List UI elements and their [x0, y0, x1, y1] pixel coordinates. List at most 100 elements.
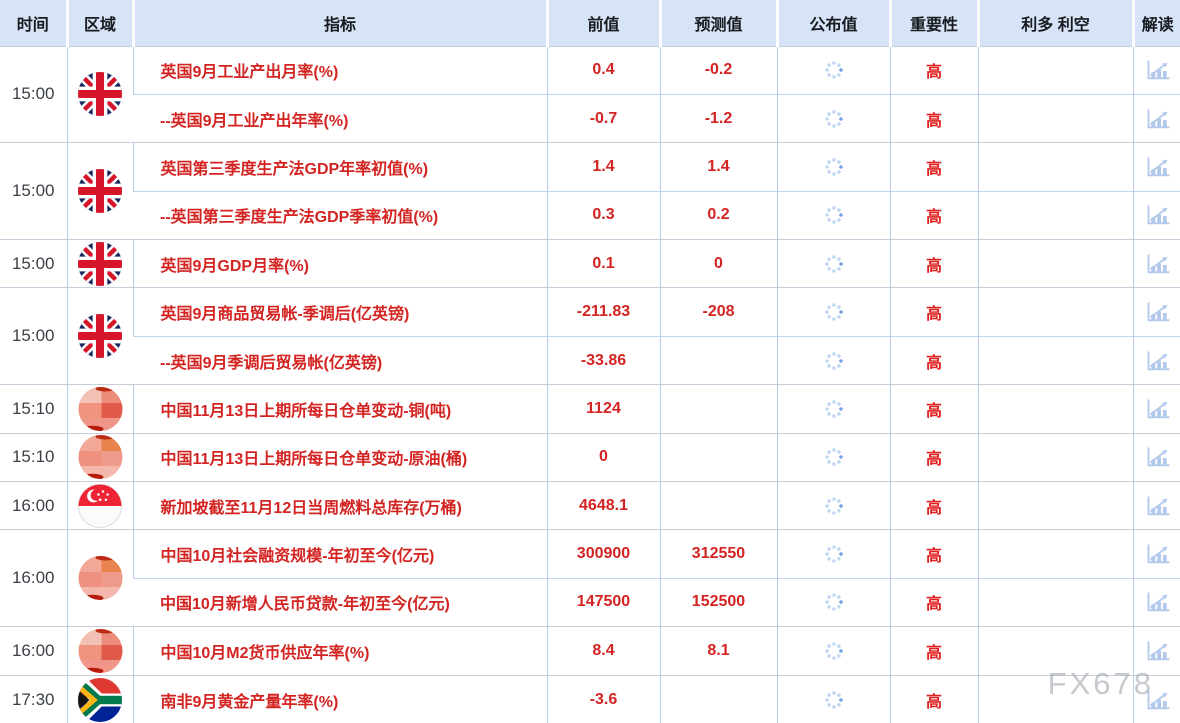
calendar-row: --英国9月工业产出年率(%) -0.7 -1.2 高 — [0, 93, 1180, 143]
importance-badge: 高 — [889, 481, 978, 530]
explain-chart-button[interactable] — [1132, 529, 1180, 579]
time-cell: 15:10 — [0, 432, 67, 482]
published-value-pending — [776, 529, 890, 579]
calendar-row: 15:10 中国11月13日上期所每日仓单变动-铜(吨) 1124 高 — [0, 384, 1180, 434]
explain-chart-button[interactable] — [1132, 384, 1180, 434]
indicator-name: 中国10月新增人民币贷款-年初至今(亿元) — [133, 577, 547, 627]
region-flag-cell — [66, 432, 133, 482]
forecast-value: 1.4 — [659, 142, 777, 192]
previous-value: -211.83 — [546, 287, 660, 337]
column-header-published: 公布值 — [775, 0, 890, 46]
bar-chart-icon — [1147, 496, 1170, 515]
loading-spinner-icon — [824, 109, 843, 128]
bar-chart-icon — [1147, 399, 1170, 419]
bar-chart-icon — [1147, 157, 1170, 177]
indicator-name: 英国9月工业产出月率(%) — [132, 45, 547, 95]
published-value-pending — [776, 481, 890, 530]
previous-value: -3.6 — [546, 674, 660, 723]
table-header: 时间 区域 指标 前值 预测值 公布值 重要性 利多 利空 解读 — [0, 0, 1180, 46]
region-flag-cell — [66, 142, 133, 240]
explain-chart-button[interactable] — [1132, 45, 1180, 95]
time-cell: 15:00 — [0, 45, 67, 143]
explain-chart-button[interactable] — [1132, 577, 1180, 627]
region-flag-cell — [66, 626, 133, 676]
explain-chart-button[interactable] — [1132, 626, 1180, 676]
loading-spinner-icon — [824, 254, 843, 273]
explain-chart-button[interactable] — [1132, 481, 1180, 530]
explain-chart-button[interactable] — [1132, 142, 1180, 192]
importance-badge: 高 — [889, 577, 978, 627]
explain-chart-button[interactable] — [1132, 432, 1180, 482]
bull-bear-cell — [977, 674, 1133, 723]
column-header-importance: 重要性 — [888, 0, 978, 46]
bar-chart-icon — [1147, 302, 1170, 322]
published-value-pending — [776, 142, 890, 192]
flag-uk-icon — [78, 169, 122, 214]
importance-badge: 高 — [889, 626, 978, 676]
previous-value: 0.4 — [546, 45, 660, 95]
published-value-pending — [776, 626, 890, 676]
previous-value: 0.1 — [546, 239, 660, 288]
forecast-value — [659, 432, 777, 482]
calendar-row: --英国第三季度生产法GDP季率初值(%) 0.3 0.2 高 — [0, 190, 1180, 240]
forecast-value — [659, 335, 777, 385]
flag-china-censored-icon — [78, 435, 122, 480]
calendar-row: --英国9月季调后贸易帐(亿英镑) -33.86 高 — [0, 335, 1180, 385]
bull-bear-cell — [977, 577, 1133, 627]
column-header-previous: 前值 — [545, 0, 660, 46]
calendar-row: 15:10 中国11月13日上期所每日仓单变动-原油(桶) 0 高 — [0, 432, 1180, 482]
indicator-name: 中国10月M2货币供应年率(%) — [132, 626, 547, 676]
explain-chart-button[interactable] — [1132, 93, 1180, 143]
time-cell: 15:10 — [0, 384, 67, 434]
column-header-region: 区域 — [65, 0, 133, 46]
time-cell: 16:00 — [0, 529, 67, 627]
region-flag-cell — [66, 287, 133, 385]
flag-south-africa-icon — [78, 677, 122, 722]
indicator-name: --英国第三季度生产法GDP季率初值(%) — [133, 190, 547, 240]
explain-chart-button[interactable] — [1132, 239, 1180, 288]
explain-chart-button[interactable] — [1132, 287, 1180, 337]
loading-spinner-icon — [824, 158, 843, 176]
flag-uk-icon — [78, 241, 122, 286]
published-value-pending — [776, 674, 890, 723]
bar-chart-icon — [1147, 447, 1170, 467]
indicator-name: 中国11月13日上期所每日仓单变动-原油(桶) — [132, 432, 547, 482]
explain-chart-button[interactable] — [1132, 674, 1180, 723]
bull-bear-cell — [977, 239, 1133, 288]
indicator-name: 英国9月GDP月率(%) — [132, 239, 547, 288]
loading-spinner-icon — [824, 448, 843, 467]
calendar-row: 16:00 新加坡截至11月12日当周燃料总库存(万桶) 4648.1 高 — [0, 481, 1180, 530]
bar-chart-icon — [1147, 592, 1170, 612]
bar-chart-icon — [1147, 60, 1170, 80]
forecast-value — [659, 481, 777, 530]
bull-bear-cell — [977, 626, 1133, 676]
bull-bear-cell — [977, 287, 1133, 337]
bar-chart-icon — [1147, 544, 1170, 564]
indicator-name: --英国9月工业产出年率(%) — [133, 93, 547, 143]
loading-spinner-icon — [824, 303, 843, 321]
column-header-bull_bear: 利多 利空 — [976, 0, 1133, 46]
column-header-time: 时间 — [0, 0, 67, 46]
bull-bear-cell — [977, 335, 1133, 385]
region-flag-cell — [66, 481, 133, 530]
calendar-row: 15:00 英国第三季度生产法GDP年率初值(%) 1.4 1.4 高 — [0, 142, 1180, 240]
published-value-pending — [776, 384, 890, 434]
explain-chart-button[interactable] — [1132, 190, 1180, 240]
indicator-name: 新加坡截至11月12日当周燃料总库存(万桶) — [132, 481, 547, 530]
previous-value: 300900 — [546, 529, 660, 579]
bull-bear-cell — [977, 481, 1133, 530]
forecast-value: 152500 — [659, 577, 777, 627]
region-flag-cell — [66, 384, 133, 434]
calendar-row: 17:30 南非9月黄金产量年率(%) -3.6 高 — [0, 674, 1180, 723]
loading-spinner-icon — [824, 690, 843, 709]
previous-value: 1124 — [546, 384, 660, 434]
previous-value: 1.4 — [546, 142, 660, 192]
forecast-value: 312550 — [659, 529, 777, 579]
published-value-pending — [776, 239, 890, 288]
column-header-explain: 解读 — [1131, 0, 1180, 46]
explain-chart-button[interactable] — [1132, 335, 1180, 385]
previous-value: 8.4 — [546, 626, 660, 676]
bar-chart-icon — [1147, 109, 1170, 128]
previous-value: 0 — [546, 432, 660, 482]
forecast-value: -0.2 — [659, 45, 777, 95]
